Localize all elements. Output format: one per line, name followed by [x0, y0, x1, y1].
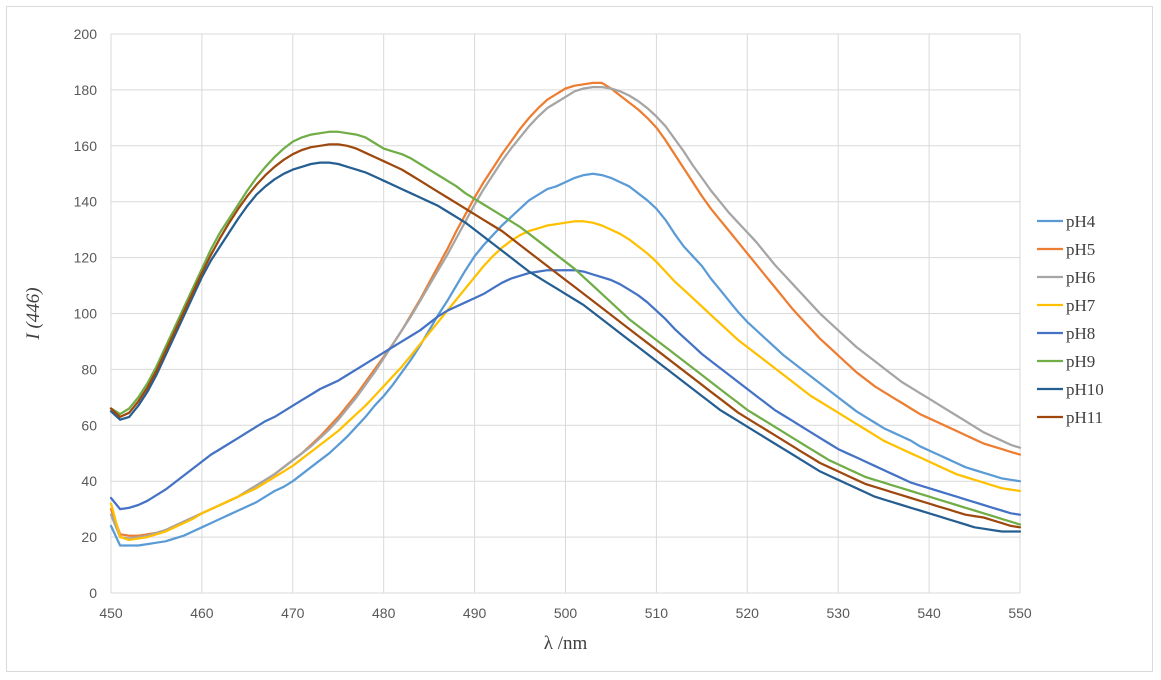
series-line-ph9 — [109, 130, 1022, 526]
y-tick-label: 100 — [74, 306, 98, 322]
x-tick-label: 470 — [281, 605, 305, 621]
y-tick-label: 160 — [74, 138, 98, 154]
y-axis-label: I (446) — [23, 287, 44, 340]
x-axis-label: λ /nm — [544, 633, 588, 654]
legend: pH4 pH5 pH6 pH7 pH8 pH9 pH10 pH11 — [1037, 212, 1104, 427]
x-tick-label: 530 — [827, 605, 851, 621]
x-tick-label: 460 — [190, 605, 214, 621]
series-line-ph10 — [109, 161, 1022, 533]
series-line-ph7 — [109, 220, 1022, 542]
x-tick-label: 490 — [463, 605, 487, 621]
gridlines — [110, 33, 1021, 594]
x-tick-label: 480 — [372, 605, 396, 621]
x-tick-label: 510 — [645, 605, 669, 621]
y-tick-label: 40 — [81, 473, 97, 489]
x-tick-label: 450 — [99, 605, 123, 621]
y-tick-label: 180 — [74, 82, 98, 98]
legend-label: pH5 — [1066, 240, 1095, 259]
series-line-ph8 — [109, 269, 1022, 516]
x-tick-label: 500 — [554, 605, 578, 621]
series-line-ph6 — [109, 85, 1022, 540]
y-tick-label: 120 — [74, 250, 98, 266]
y-tick-label: 20 — [81, 529, 97, 545]
series-line-ph4 — [109, 172, 1022, 547]
y-tick-label: 0 — [89, 585, 97, 601]
series-line-ph11 — [109, 143, 1022, 529]
tick-labels: 0 20 40 60 80 100 120 140 160 180 200 450 460 470 480 4… — [74, 26, 1032, 621]
y-tick-label: 140 — [74, 194, 98, 210]
legend-label: pH9 — [1066, 352, 1095, 371]
legend-label: pH10 — [1066, 380, 1104, 399]
y-tick-label: 60 — [81, 417, 97, 433]
chart-frame: 0 20 40 60 80 100 120 140 160 180 200 450 460 470 480 4… — [6, 6, 1153, 672]
y-tick-label: 80 — [81, 361, 97, 377]
legend-label: pH6 — [1066, 268, 1095, 287]
y-tick-label: 200 — [74, 26, 98, 42]
x-tick-label: 520 — [736, 605, 760, 621]
legend-label: pH7 — [1066, 296, 1096, 315]
line-chart: 0 20 40 60 80 100 120 140 160 180 200 450 460 470 480 4… — [23, 26, 1104, 654]
legend-label: pH8 — [1066, 324, 1095, 343]
series-lines — [109, 81, 1022, 547]
x-tick-label: 550 — [1008, 605, 1032, 621]
x-tick-label: 540 — [917, 605, 941, 621]
legend-label: pH11 — [1066, 408, 1103, 427]
legend-label: pH4 — [1066, 212, 1096, 231]
